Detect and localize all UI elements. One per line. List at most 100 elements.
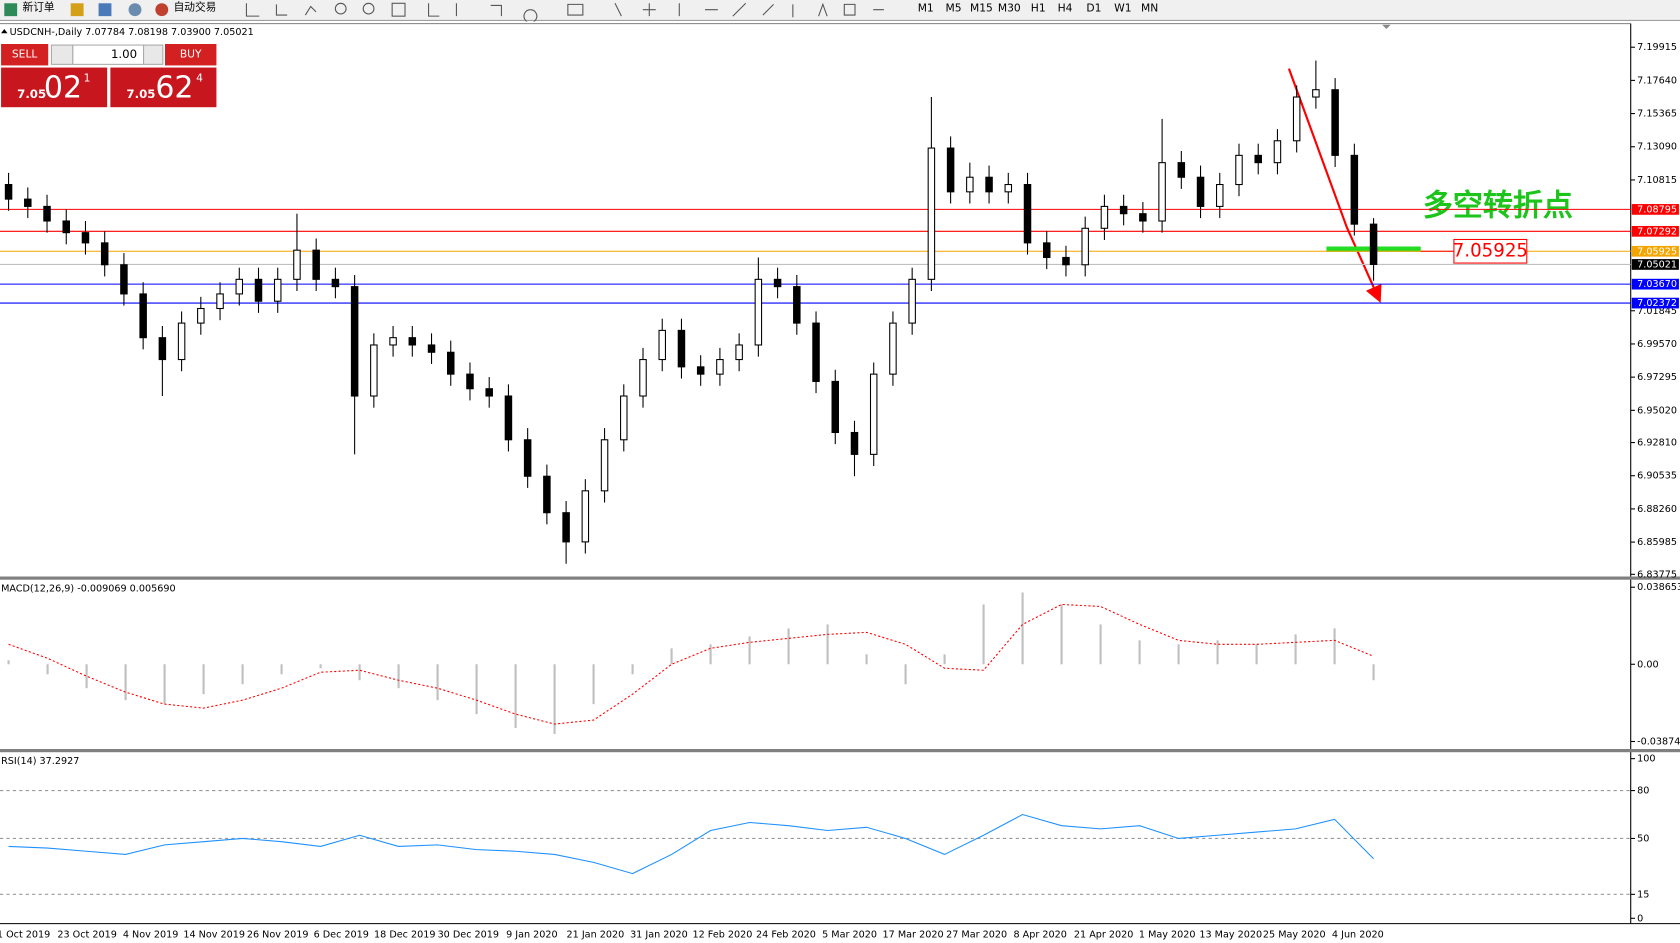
panel-separator — [0, 576, 1680, 580]
sell-price-frac: 1 — [84, 71, 91, 84]
y-tick-label: 100 — [1637, 754, 1655, 765]
macd-bar — [85, 664, 88, 689]
candle-body — [1023, 183, 1032, 244]
x-tick-label: 30 Dec 2019 — [438, 929, 500, 940]
x-tick-label: 6 Dec 2019 — [314, 929, 369, 940]
macd-bar — [46, 664, 49, 675]
timeframe-button[interactable]: D1 — [1086, 2, 1101, 15]
lot-up[interactable] — [143, 44, 164, 65]
macd-bar — [787, 628, 790, 665]
x-tick-label: 9 Jan 2020 — [506, 929, 558, 940]
price-level-tag — [1631, 204, 1679, 215]
annotation: 多空转折点 — [1423, 188, 1573, 223]
candle-body — [1100, 205, 1109, 229]
candle-body — [1254, 154, 1262, 164]
timeframe-button[interactable]: H4 — [1058, 2, 1073, 15]
candle-body — [562, 512, 570, 543]
candle-body — [1158, 162, 1166, 222]
price-level-tag — [1631, 297, 1679, 309]
macd-bar — [163, 664, 166, 705]
x-tick-label: 21 Apr 2020 — [1074, 929, 1134, 940]
macd-bar — [241, 664, 244, 685]
timeframe-button[interactable]: M15 — [970, 2, 993, 15]
candle-body — [43, 205, 51, 222]
candle-body — [120, 264, 128, 295]
candle-body — [1292, 96, 1301, 142]
candle-body — [350, 286, 359, 397]
candle-body — [504, 395, 513, 441]
candle-body — [908, 278, 916, 324]
buy-label[interactable]: BUY — [180, 48, 202, 61]
toolbar — [0, 0, 1680, 21]
y-tick-label: 6.90535 — [1637, 471, 1677, 482]
lot-value[interactable]: 1.00 — [111, 47, 137, 61]
timeframe-button[interactable]: W1 — [1114, 2, 1131, 15]
x-tick-label: 21 Jan 2020 — [567, 929, 625, 940]
x-tick-label: 1 Oct 2019 — [0, 929, 50, 940]
candle-body — [312, 249, 320, 280]
order-panel: SELL 1.00 BUY 7.05 02 1 7.05 62 4 — [0, 42, 218, 109]
candle-body — [273, 278, 282, 302]
candle-body — [177, 322, 186, 361]
candle-body — [639, 359, 647, 397]
price-level-label: 7.03670 — [1637, 279, 1677, 290]
macd-bar — [1060, 604, 1063, 665]
candle-body — [1331, 89, 1339, 156]
sell-price-box[interactable] — [1, 67, 108, 108]
price-level-label: 7.08795 — [1637, 204, 1677, 215]
rsi-line — [8, 813, 1374, 875]
candle-body — [331, 278, 340, 288]
price-level-tag — [1631, 225, 1679, 237]
toolbar-button[interactable]: 自动交易 — [174, 1, 217, 14]
y-tick-label: 6.99570 — [1637, 339, 1677, 350]
macd-bar — [1372, 664, 1375, 681]
candle-body — [773, 278, 782, 288]
macd-bar — [1099, 624, 1102, 665]
toolbar-button[interactable]: 新订单 — [23, 1, 55, 14]
candle-body — [1139, 213, 1147, 222]
sell-button[interactable] — [1, 44, 49, 66]
candle-body — [197, 307, 205, 324]
candle-body — [1369, 223, 1378, 265]
macd-bar — [7, 660, 10, 665]
lot-down[interactable] — [50, 44, 74, 65]
candle-body — [427, 344, 436, 353]
candle-body — [735, 344, 743, 361]
timeframe-button[interactable]: MN — [1141, 2, 1158, 15]
buy-price-pips: 62 — [155, 71, 193, 106]
buy-price-frac: 4 — [196, 71, 203, 84]
candle-body — [620, 395, 628, 441]
candle-body — [543, 475, 551, 514]
x-tick-label: 12 Feb 2020 — [693, 929, 753, 940]
candle-body — [158, 337, 167, 361]
candle-body — [812, 322, 820, 382]
x-tick-label: 31 Jan 2020 — [630, 929, 688, 940]
x-tick-label: 23 Oct 2019 — [57, 929, 117, 940]
candle-body — [235, 278, 244, 295]
timeframe-button[interactable]: H1 — [1031, 2, 1046, 15]
timeframe-button[interactable]: M30 — [998, 2, 1021, 15]
macd-bar — [748, 636, 751, 665]
x-tick-label: 4 Jun 2020 — [1332, 929, 1384, 940]
macd-bar — [1294, 634, 1297, 665]
buy-button[interactable] — [165, 44, 217, 66]
icon — [98, 3, 112, 17]
buy-price-box[interactable] — [110, 67, 217, 108]
candle-body — [716, 359, 724, 375]
sell-price-pips: 02 — [44, 71, 82, 106]
candle-body — [1273, 140, 1282, 164]
macd-bar — [1021, 592, 1024, 665]
y-tick-label: -0.038745 — [1637, 737, 1680, 748]
macd-bar — [592, 664, 595, 705]
candle-body — [370, 344, 378, 397]
y-tick-label: 6.83775 — [1637, 569, 1677, 580]
y-tick-label: 7.15365 — [1637, 109, 1677, 120]
candle-body — [408, 337, 417, 346]
candle-body — [1004, 183, 1013, 193]
candle-body — [1216, 183, 1224, 207]
timeframe-button[interactable]: M1 — [918, 2, 934, 15]
timeframe-button[interactable]: M5 — [946, 2, 962, 15]
sell-label[interactable]: SELL — [12, 48, 38, 61]
price-level-tag — [1631, 245, 1679, 257]
